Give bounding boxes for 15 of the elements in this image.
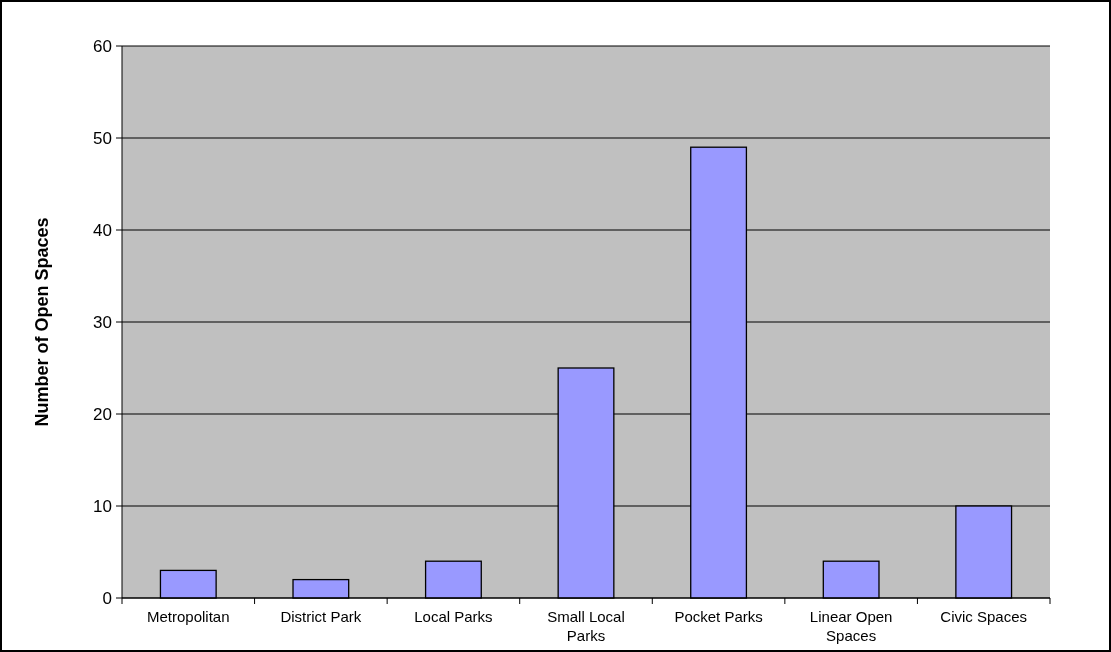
x-tick-label: Pocket Parks [674,608,763,625]
y-tick-label: 20 [93,404,112,424]
x-tick-label: Small Local Parks [547,608,625,644]
y-tick-label: 0 [102,588,112,608]
y-tick-label: 30 [93,312,112,332]
x-tick-label: District Park [280,608,362,625]
y-axis-title: Number of Open Spaces [32,217,52,427]
y-tick-label: 60 [93,36,112,56]
y-tick-label: 40 [93,220,112,240]
x-tick-label: Linear Open Spaces [809,608,893,644]
x-tick-label: Metropolitan [147,608,230,625]
y-tick-label: 10 [93,496,112,516]
y-tick-label: 50 [93,128,112,148]
x-tick-label: Local Parks [414,608,493,625]
x-tick-label: Civic Spaces [940,608,1028,625]
